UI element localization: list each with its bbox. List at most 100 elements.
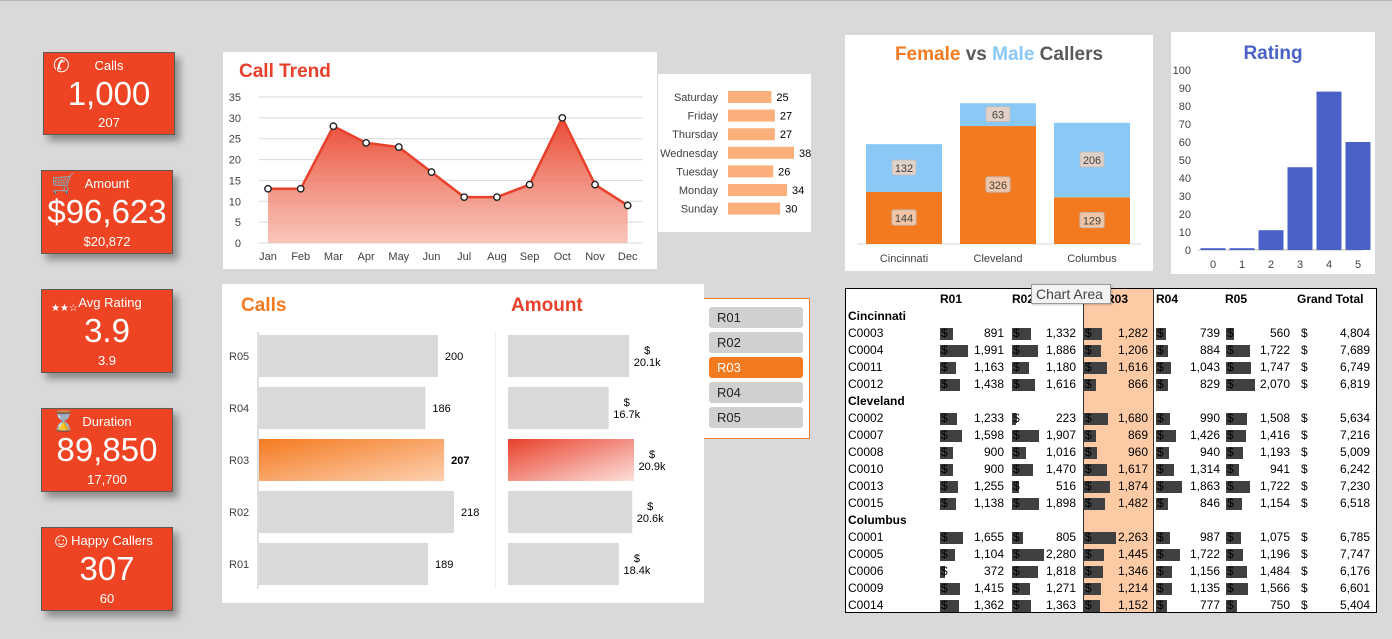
x-tick-label: Dec <box>618 251 638 263</box>
grand-total-value: 6,819 <box>1339 377 1370 391</box>
grand-total-cell: $7,216 <box>1296 427 1374 444</box>
amount-currency-label: $ <box>634 553 640 565</box>
data-bar <box>940 498 956 510</box>
data-bar <box>1084 379 1097 391</box>
cell-value: 777 <box>1199 598 1220 612</box>
cell-value: 1,156 <box>1189 564 1220 578</box>
data-bar <box>1156 464 1175 476</box>
slicer-item-r01[interactable]: R01 <box>709 307 803 328</box>
pivot-cell: $1,271 <box>1010 580 1080 597</box>
slicer-item-r05[interactable]: R05 <box>709 407 803 428</box>
currency-symbol: $ <box>1013 360 1020 374</box>
data-bar <box>940 328 953 340</box>
kpi-duration[interactable]: ⌛ Duration 89,850 17,700 <box>41 408 173 492</box>
calls-value-label: 218 <box>461 507 479 519</box>
cell-value: 1,363 <box>1045 598 1076 612</box>
currency-symbol: $ <box>1301 581 1308 595</box>
customer-id: C0010 <box>848 462 884 476</box>
data-bar <box>940 583 960 595</box>
cell-value: 900 <box>983 462 1004 476</box>
call-trend-panel[interactable]: Call Trend 0 5 10 15 20 25 30 35 Jan Feb Mar Apr May… <box>223 52 657 269</box>
rating-bar <box>1345 142 1371 250</box>
kpi-avg-rating[interactable]: ★★☆ Avg Rating 3.9 3.9 <box>41 289 173 373</box>
currency-symbol: $ <box>941 581 948 595</box>
header-grand-total: Grand Total <box>1297 292 1364 306</box>
currency-symbol: $ <box>941 479 948 493</box>
data-bar <box>1084 430 1097 442</box>
slicer-item-r03[interactable]: R03 <box>709 357 803 378</box>
customer-id: C0013 <box>848 479 884 493</box>
data-bar <box>1012 583 1030 595</box>
amount-panel[interactable]: Amount $20.1k $16.7k $20.9k $20.6k $18.4k <box>495 284 704 603</box>
gender-value-label: 326 <box>989 180 1007 192</box>
pivot-cell: $960 <box>1082 444 1152 461</box>
customer-id: C0005 <box>848 547 884 561</box>
currency-symbol: $ <box>1157 479 1164 493</box>
pivot-cell: $750 <box>1224 597 1294 614</box>
slicer-item-r02[interactable]: R02 <box>709 332 803 353</box>
trend-line <box>268 115 629 207</box>
calls-value-label: 200 <box>445 351 463 363</box>
cell-value: 869 <box>1127 428 1148 442</box>
kpi-amount[interactable]: 🛒 Amount $96,623 $20,872 <box>41 170 173 254</box>
currency-symbol: $ <box>1157 530 1164 544</box>
kpi-calls[interactable]: ✆ Calls 1,000 207 <box>43 52 175 135</box>
gender-value-box <box>1079 151 1105 168</box>
currency-symbol: $ <box>1013 496 1020 510</box>
currency-symbol: $ <box>941 377 948 391</box>
data-bar <box>1226 345 1251 357</box>
rating-bar <box>1258 230 1284 250</box>
gender-panel[interactable]: Female vs Male Callers 144 132 Cincinnati 3… <box>845 35 1153 271</box>
data-bar <box>1084 498 1105 510</box>
amount-value-label: 20.9k <box>639 461 666 473</box>
weekday-bar <box>728 165 774 178</box>
grand-total-value: 6,518 <box>1339 496 1370 510</box>
currency-symbol: $ <box>941 496 948 510</box>
gender-title-rest: Callers <box>1039 44 1104 65</box>
pivot-cell: $223 <box>1010 410 1080 427</box>
cell-value: 1,991 <box>973 343 1004 357</box>
currency-symbol: $ <box>1301 479 1308 493</box>
cell-value: 884 <box>1199 343 1220 357</box>
data-bar <box>1084 464 1107 476</box>
pivot-group-row: Cleveland <box>846 393 1376 410</box>
calls-panel[interactable]: Calls R05 200 R04 186 R03 207 R02 218 R01 189 <box>222 284 495 603</box>
cell-value: 2,263 <box>1117 530 1148 544</box>
currency-symbol: $ <box>1301 360 1308 374</box>
rating-panel[interactable]: Rating 0 10 20 30 40 50 60 70 80 90 100 0 1 2 3 4 5 <box>1171 32 1375 274</box>
customer-id: C0002 <box>848 411 884 425</box>
data-bar <box>1012 379 1035 391</box>
pivot-cell: $2,070 <box>1224 376 1294 393</box>
weekday-panel[interactable]: Saturday 25 Friday 27 Thursday 27 Wednesday 38 T… <box>658 74 811 232</box>
amount-value-label: 16.7k <box>613 409 640 421</box>
y-tick-label: 0 <box>235 238 241 250</box>
cell-value: 1,154 <box>1259 496 1290 510</box>
kpi-happy-callers[interactable]: ☺ Happy Callers 307 60 <box>41 527 173 611</box>
weekday-value: 26 <box>778 166 790 178</box>
city-label: Cleveland <box>974 253 1023 265</box>
currency-symbol: $ <box>1157 462 1164 476</box>
data-bar <box>1012 464 1033 476</box>
data-bar <box>940 532 964 544</box>
amount-currency-label: $ <box>624 397 630 409</box>
calls-value-label: 189 <box>435 559 453 571</box>
currency-symbol: $ <box>1013 564 1020 578</box>
pivot-cell: $1,655 <box>938 529 1008 546</box>
currency-symbol: $ <box>1301 411 1308 425</box>
amount-value-label: 20.1k <box>634 357 661 369</box>
currency-symbol: $ <box>1301 462 1308 476</box>
amount-value-label: 18.4k <box>623 565 650 577</box>
grand-total-cell: $7,747 <box>1296 546 1374 563</box>
x-tick-label: 5 <box>1355 259 1361 271</box>
data-bar <box>940 481 958 493</box>
gender-value-label: 132 <box>895 163 913 175</box>
slicer-item-r04[interactable]: R04 <box>709 382 803 403</box>
currency-symbol: $ <box>1227 547 1234 561</box>
pivot-table[interactable]: R01 R02 R03 R04 R05 Grand Total Cincinna… <box>845 288 1377 613</box>
pivot-row: C0006 $372 $1,818 $1,346 $1,156 $1,484 $6,176 <box>846 563 1376 580</box>
cell-value: 1,680 <box>1117 411 1148 425</box>
trend-point <box>427 168 436 176</box>
cell-value: 891 <box>983 326 1004 340</box>
pivot-row: C0003 $891 $1,332 $1,282 $739 $560 $4,804 <box>846 325 1376 342</box>
calls-bar <box>259 387 426 429</box>
